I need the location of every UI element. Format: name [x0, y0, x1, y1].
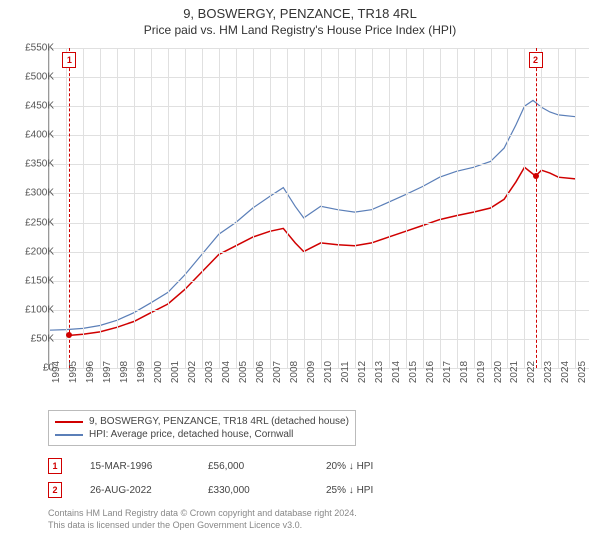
license-line2: This data is licensed under the Open Gov… [48, 520, 588, 532]
x-axis-label: 2025 [577, 361, 588, 383]
x-axis-label: 2010 [323, 361, 334, 383]
x-axis-label: 2002 [187, 361, 198, 383]
y-axis-label: £550K [25, 43, 54, 54]
y-axis-label: £200K [25, 246, 54, 257]
license-text: Contains HM Land Registry data © Crown c… [48, 508, 588, 531]
x-axis-label: 1994 [51, 361, 62, 383]
page-title: 9, BOSWERGY, PENZANCE, TR18 4RL [0, 0, 600, 21]
x-axis-label: 2024 [560, 361, 571, 383]
x-axis-label: 2023 [543, 361, 554, 383]
sale-date: 15-MAR-1996 [90, 461, 180, 472]
x-axis-label: 1999 [136, 361, 147, 383]
sale-date: 26-AUG-2022 [90, 485, 180, 496]
x-axis-label: 2003 [204, 361, 215, 383]
x-axis-label: 1995 [68, 361, 79, 383]
y-axis-label: £250K [25, 217, 54, 228]
x-axis-label: 2006 [255, 361, 266, 383]
sale-marker: 1 [62, 52, 76, 68]
legend-row-hpi: HPI: Average price, detached house, Corn… [55, 428, 349, 441]
y-axis-label: £150K [25, 275, 54, 286]
x-axis-label: 2007 [272, 361, 283, 383]
sale-row-marker: 1 [48, 458, 62, 474]
y-axis-label: £50K [31, 333, 54, 344]
x-axis-label: 2005 [238, 361, 249, 383]
sale-vs-hpi: 25% ↓ HPI [326, 485, 416, 496]
x-axis-label: 2009 [306, 361, 317, 383]
license-line1: Contains HM Land Registry data © Crown c… [48, 508, 588, 520]
x-axis-label: 2021 [509, 361, 520, 383]
sale-dot [533, 173, 539, 179]
x-axis-label: 1997 [102, 361, 113, 383]
x-axis-label: 2020 [493, 361, 504, 383]
x-axis-label: 2017 [442, 361, 453, 383]
legend-swatch-property [55, 421, 83, 423]
y-axis-label: £500K [25, 72, 54, 83]
x-axis-label: 2014 [391, 361, 402, 383]
legend-swatch-hpi [55, 434, 83, 436]
x-axis-label: 1996 [85, 361, 96, 383]
y-axis-label: £400K [25, 130, 54, 141]
sale-row: 2 26-AUG-2022 £330,000 25% ↓ HPI [48, 478, 588, 502]
x-axis-label: 2016 [425, 361, 436, 383]
x-axis-label: 2015 [408, 361, 419, 383]
legend-box: 9, BOSWERGY, PENZANCE, TR18 4RL (detache… [48, 410, 356, 446]
sale-price: £330,000 [208, 485, 298, 496]
legend-label-property: 9, BOSWERGY, PENZANCE, TR18 4RL (detache… [89, 416, 349, 427]
x-axis-label: 2011 [340, 361, 351, 383]
legend-label-hpi: HPI: Average price, detached house, Corn… [89, 429, 293, 440]
x-axis-label: 2022 [526, 361, 537, 383]
x-axis-label: 2018 [459, 361, 470, 383]
x-axis-label: 2000 [153, 361, 164, 383]
y-axis-label: £300K [25, 188, 54, 199]
sale-dot [66, 332, 72, 338]
sales-table: 1 15-MAR-1996 £56,000 20% ↓ HPI 2 26-AUG-2022… [48, 454, 588, 502]
x-axis-label: 2004 [221, 361, 232, 383]
sale-price: £56,000 [208, 461, 298, 472]
y-axis-label: £350K [25, 159, 54, 170]
x-axis-label: 1998 [119, 361, 130, 383]
x-axis-label: 2019 [476, 361, 487, 383]
sale-row-marker: 2 [48, 482, 62, 498]
x-axis-label: 2013 [374, 361, 385, 383]
page-subtitle: Price paid vs. HM Land Registry's House … [0, 21, 600, 37]
sale-row: 1 15-MAR-1996 £56,000 20% ↓ HPI [48, 454, 588, 478]
legend-area: 9, BOSWERGY, PENZANCE, TR18 4RL (detache… [48, 410, 588, 531]
x-axis-label: 2001 [170, 361, 181, 383]
x-axis-label: 2012 [357, 361, 368, 383]
x-axis-label: 2008 [289, 361, 300, 383]
legend-row-property: 9, BOSWERGY, PENZANCE, TR18 4RL (detache… [55, 415, 349, 428]
sale-vs-hpi: 20% ↓ HPI [326, 461, 416, 472]
price-chart: 12 [48, 48, 589, 369]
y-axis-label: £450K [25, 101, 54, 112]
y-axis-label: £100K [25, 304, 54, 315]
sale-marker: 2 [529, 52, 543, 68]
